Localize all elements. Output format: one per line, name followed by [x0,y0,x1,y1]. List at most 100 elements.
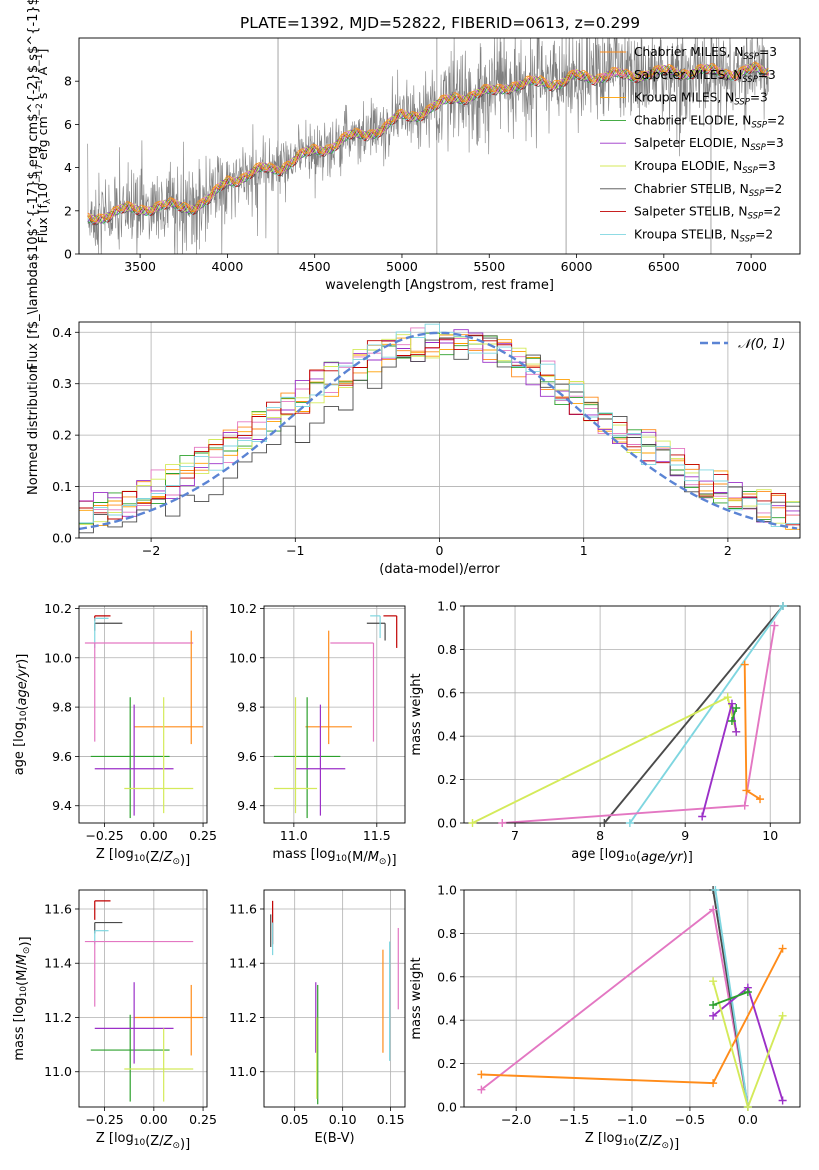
errorbar-point [94,704,174,816]
y-tick-label: 0.2 [52,428,72,443]
plot-area-mass_weight_vs_age [472,606,784,823]
errorbar-point [94,900,111,920]
x-axis-label: Z [log10(Z/Z⊙)] [96,847,190,868]
x-tick-label: −1 [286,543,304,558]
plus-marker [778,944,787,953]
y-tick-label: 9.8 [237,700,257,715]
y-tick-label: 0.2 [437,772,457,787]
plus-marker [600,819,609,827]
plus-marker [742,786,751,795]
data-spectrum-line [87,38,769,254]
axes-spectrum: 3500 4000 4500 5000 5500 6000 6500 7000 0 2 4 6 8 wav… [26,0,801,370]
y-axis-label: age [log10(age/yr)] [12,654,30,776]
plus-marker [709,1011,718,1020]
y-tick-label: 11.6 [229,901,257,916]
errorbar-point [90,697,170,819]
legend-entry: Chabrier ELODIE, NSSP=2 [634,113,785,130]
axes-mass_weight_vs_age: 7 8 9 10 0.0 0.2 0.4 0.6 0.8 1.0 age [log10(age/yr… [409,599,801,865]
x-tick-label: −0.5 [675,1112,705,1127]
y-tick-label: 11.2 [44,1010,72,1025]
x-tick-label: 2 [724,543,732,558]
y-tick-label: 11.4 [44,956,72,971]
y-tick-label: 1.0 [437,599,457,614]
legend-entry: Chabrier MILES, NSSP=3 [634,45,777,62]
y-tick-label: 0.6 [437,685,457,700]
legend-entry: Kroupa MILES, NSSP=3 [634,91,768,108]
y-tick-label: 0.4 [437,729,457,744]
model-spectrum-salpeter_elodie [87,63,769,224]
axes-frame [78,37,801,255]
plus-marker [778,1096,787,1105]
plus-marker [778,1011,787,1020]
errorbar-point [90,1014,170,1102]
x-tick-label: 7 [511,828,519,843]
x-tick-label: 6000 [561,259,593,274]
plus-marker [711,886,720,894]
x-tick-label: 0.25 [189,1112,217,1127]
x-tick-label: −0.25 [85,1112,123,1127]
x-tick-label: 0.10 [329,1112,357,1127]
x-axis-label: Z [log10(Z/Z⊙)] [96,1131,190,1152]
y-tick-label: 9.4 [52,798,72,813]
axes-mass_vs_EBV: 0.05 0.10 0.15 11.0 11.2 11.4 11.6 E(B-V) [229,889,406,1146]
x-tick-label: 0.25 [189,828,217,843]
x-tick-label: 0.15 [377,1112,405,1127]
plus-marker [709,905,718,914]
plus-marker [723,693,732,702]
plus-marker [709,1001,718,1010]
legend-entry: Chabrier STELIB, NSSP=2 [634,182,782,199]
series-line-chabrier_elodie [712,991,749,1006]
plus-marker [743,1103,752,1111]
plus-marker [740,801,749,810]
y-tick-label: 0.0 [437,1100,457,1115]
legend: Chabrier MILES, NSSP=3 Salpeter MILES, NS… [600,45,785,244]
x-tick-label: 11.0 [280,828,308,843]
plus-marker [770,621,779,630]
y-tick-label: 0.0 [52,531,72,546]
errorbar-point [370,615,381,639]
x-axis-label: (data-model)/error [379,562,500,577]
y-tick-label: 0.4 [52,325,72,340]
y-tick-label: 11.0 [229,1064,257,1079]
y-tick-label: 0.6 [437,969,457,984]
errorbar-point [383,615,398,648]
plus-marker [727,699,736,708]
plot-area-mass_vs_EBV [270,900,399,1105]
x-tick-label: 0.00 [140,828,168,843]
x-axis-label: E(B-V) [314,1131,354,1146]
x-tick-label: 5500 [473,259,505,274]
x-tick-label: 6500 [648,259,680,274]
x-tick-label: 4500 [299,259,331,274]
x-tick-label: 3500 [124,259,156,274]
errorbar-point [330,642,375,742]
x-tick-label: 0.05 [281,1112,309,1127]
y-tick-label: 11.4 [229,956,257,971]
errorbar-point [94,622,123,631]
y-tick-label: 6 [64,117,72,132]
plus-marker [743,987,752,996]
errorbar-point [295,704,346,816]
x-tick-label: 9 [681,828,689,843]
plot-area-age_vs_Z [84,615,204,819]
x-tick-label: −0.25 [85,828,123,843]
y-tick-label: 10.0 [44,650,72,665]
model-spectrum-chabrier_elodie [87,63,769,224]
x-tick-label: 8 [596,828,604,843]
y-tick-label: 2 [64,203,72,218]
axes-age_vs_Z: −0.25 0.00 0.25 9.4 9.6 9.8 10.0 10.2 Z [log10(Z… [12,601,217,868]
plot-area-age_vs_mass [273,615,398,819]
errorbar-point [84,642,194,742]
plus-marker [498,819,507,827]
series-line-salpeter_miles [480,907,749,1107]
plus-marker [740,660,749,669]
plus-marker [732,727,741,736]
y-tick-label: 11.6 [44,901,72,916]
plus-marker [778,602,787,610]
errorbar-point [134,984,204,1056]
plus-marker [477,1085,486,1094]
y-tick-label: 11.0 [44,1064,72,1079]
y-tick-label: 0.0 [437,816,457,831]
plus-marker [698,812,707,821]
x-tick-label: 0 [436,543,444,558]
errorbar-point [124,1028,194,1102]
